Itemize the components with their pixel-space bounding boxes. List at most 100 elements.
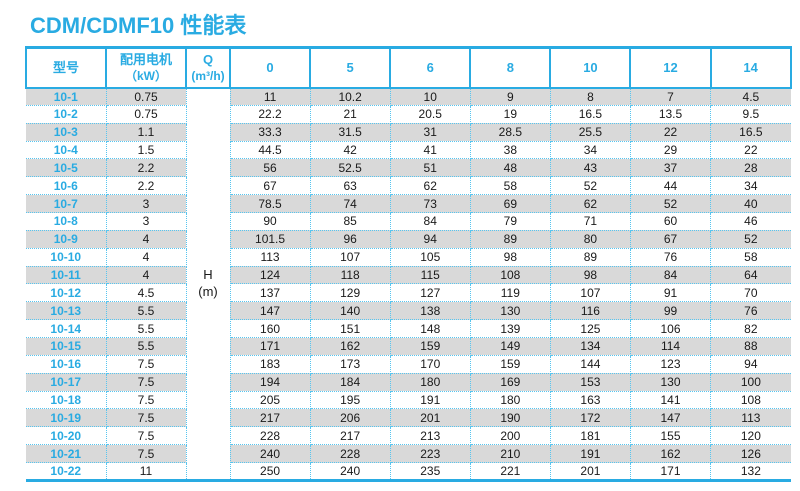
head-value-cell: 22 (710, 141, 791, 160)
head-value-cell: 107 (310, 248, 391, 267)
head-value-cell: 159 (470, 355, 551, 374)
head-value-cell: 250 (230, 462, 311, 481)
model-cell: 10-9 (26, 230, 107, 249)
head-value-cell: 210 (470, 444, 551, 464)
table-row: 10-12 4.5 137 129 127 119 107 91 70 (26, 283, 791, 303)
model-cell: 10-5 (26, 158, 107, 178)
model-cell: 10-17 (26, 373, 107, 392)
head-value-cell: 69 (470, 194, 551, 214)
kw-cell: 7.5 (106, 373, 187, 392)
header-row: 型号 配用电机 （kW） Q (m³/h) 0 5 6 8 10 12 14 (25, 47, 792, 89)
head-value-cell: 223 (390, 444, 471, 464)
head-value-cell: 115 (390, 266, 471, 285)
head-value-cell: 153 (550, 373, 631, 392)
head-value-cell: 125 (550, 319, 631, 339)
kw-cell: 7.5 (106, 391, 187, 410)
head-value-cell: 67 (230, 176, 311, 196)
head-value-cell: 148 (390, 319, 471, 339)
head-value-cell: 64 (710, 266, 791, 285)
model-cell: 10-22 (26, 462, 107, 481)
head-value-cell: 162 (310, 337, 391, 356)
head-value-cell: 28 (710, 158, 791, 178)
head-value-cell: 28.5 (470, 123, 551, 142)
head-value-cell: 191 (390, 391, 471, 410)
head-value-cell: 16.5 (550, 105, 631, 124)
head-value-cell: 52 (550, 176, 631, 196)
table-row: 10-6 2.2 67 63 62 58 52 44 34 (26, 176, 791, 196)
head-value-cell: 62 (390, 176, 471, 196)
kw-cell: 5.5 (106, 319, 187, 339)
head-value-cell: 105 (390, 248, 471, 267)
head-value-cell: 84 (630, 266, 712, 285)
head-value-cell: 58 (470, 176, 551, 196)
head-value-cell: 221 (470, 462, 551, 481)
model-cell: 10-19 (26, 408, 107, 428)
table-row: 10-1 0.75 H (m) 11 10.2 10 9 8 7 4.5 (26, 87, 791, 481)
head-value-cell: 126 (710, 444, 791, 464)
table-row: 10-4 1.5 44.5 42 41 38 34 29 22 (26, 141, 791, 160)
head-value-cell: 235 (390, 462, 471, 481)
head-value-cell: 240 (310, 462, 391, 481)
model-cell: 10-10 (26, 248, 107, 267)
head-value-cell: 34 (710, 176, 791, 196)
head-value-cell: 217 (310, 426, 391, 446)
kw-cell: 3 (106, 212, 187, 231)
head-value-cell: 98 (550, 266, 631, 285)
table-body: 10-1 0.75 H (m) 11 10.2 10 9 8 7 4.5 10-2 0.75 22.2 21… (26, 87, 791, 481)
head-value-cell: 73 (390, 194, 471, 214)
head-value-cell: 160 (230, 319, 311, 339)
head-value-cell: 4.5 (710, 87, 791, 106)
head-value-cell: 70 (710, 283, 791, 303)
head-value-cell: 96 (310, 230, 391, 249)
head-value-cell: 144 (550, 355, 631, 374)
head-value-cell: 63 (310, 176, 391, 196)
kw-cell: 4.5 (106, 283, 187, 303)
head-value-cell: 228 (230, 426, 311, 446)
kw-cell: 2.2 (106, 158, 187, 178)
head-value-cell: 9.5 (710, 105, 791, 124)
head-value-cell: 129 (310, 283, 391, 303)
kw-cell: 7.5 (106, 355, 187, 374)
table-row: 10-10 4 113 107 105 98 89 76 58 (26, 248, 791, 267)
head-value-cell: 180 (390, 373, 471, 392)
model-cell: 10-11 (26, 266, 107, 285)
header-q: Q (m³/h) (185, 47, 231, 89)
head-value-cell: 52.5 (310, 158, 391, 178)
kw-cell: 4 (106, 266, 187, 285)
table-row: 10-2 0.75 22.2 21 20.5 19 16.5 13.5 9.5 (26, 105, 791, 124)
head-value-cell: 132 (740, 463, 761, 478)
table-row: 10-14 5.5 160 151 148 139 125 106 82 (26, 319, 791, 339)
head-value-cell: 113 (710, 408, 791, 428)
table-row: 10-21 7.5 240 228 223 210 191 162 126 (26, 444, 791, 464)
head-value-cell: 43 (550, 158, 631, 178)
head-value-cell: 78.5 (230, 194, 311, 214)
head-value-cell: 169 (470, 373, 551, 392)
head-value-cell: 90 (230, 212, 311, 231)
head-value-cell: 48 (470, 158, 551, 178)
kw-cell: 11 (106, 462, 187, 481)
table-row: 10-18 7.5 205 195 191 180 163 141 108 (26, 391, 791, 410)
table-row: 10-9 4 101.5 96 94 89 80 67 52 (26, 230, 791, 249)
head-value-cell: 41 (390, 141, 471, 160)
head-value-cell: 228 (310, 444, 391, 464)
head-value-cell: 42 (310, 141, 391, 160)
head-value-cell: 37 (630, 158, 712, 178)
head-value-cell: 74 (310, 194, 391, 214)
head-value-cell: 89 (550, 248, 631, 267)
head-value-cell: 106 (630, 319, 712, 339)
header-flow-12: 12 (629, 47, 712, 89)
head-value-cell: 31.5 (310, 123, 391, 142)
model-cell: 10-12 (26, 283, 107, 303)
head-value-cell: 163 (550, 391, 631, 410)
kw-cell: 7.5 (106, 444, 187, 464)
header-q-line2: (m³/h) (191, 68, 225, 83)
header-motor-line1: 配用电机 (119, 51, 172, 67)
head-value-cell: 8 (550, 87, 631, 106)
head-value-cell: 38 (470, 141, 551, 160)
head-value-cell: 25.5 (550, 123, 631, 142)
head-value-cell: 7 (630, 87, 712, 106)
header-flow-10: 10 (549, 47, 632, 89)
head-value-cell: 127 (390, 283, 471, 303)
head-value-cell: 116 (550, 301, 631, 321)
kw-cell: 0.75 (106, 87, 187, 106)
